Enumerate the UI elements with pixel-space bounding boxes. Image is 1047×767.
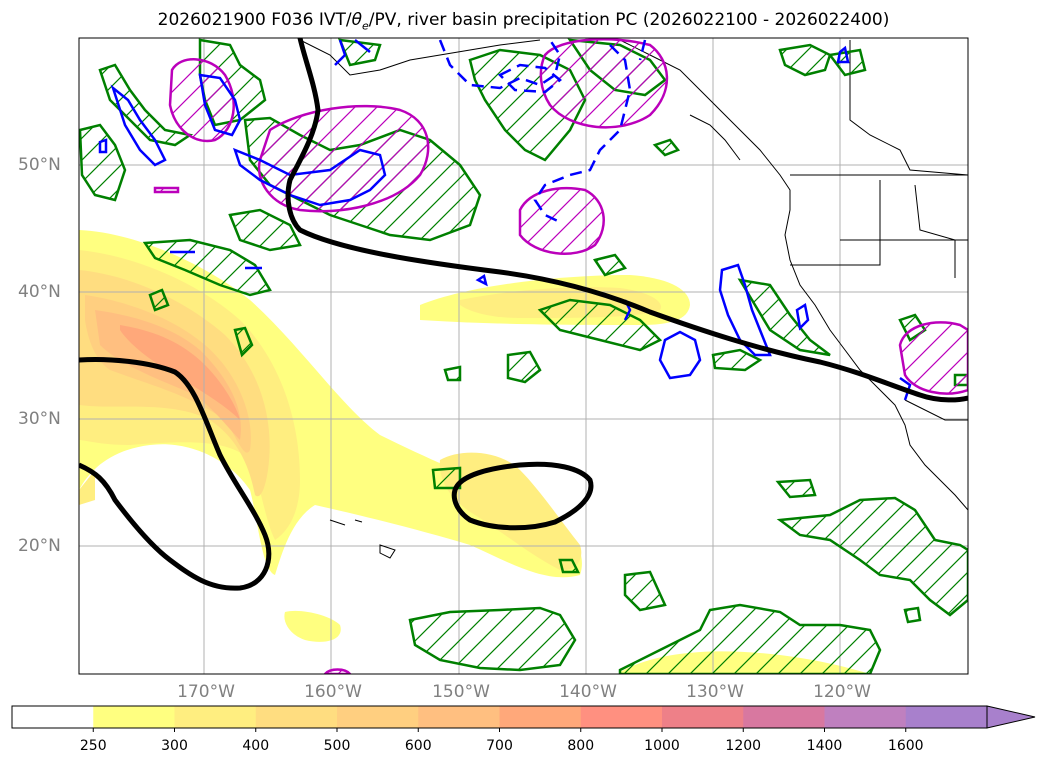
theta-e-contours <box>98 39 912 401</box>
lon-label: 120°W <box>813 682 871 702</box>
lat-label: 30°N <box>18 409 61 429</box>
colorbar-cell <box>255 706 338 728</box>
colorbar-tick-label: 300 <box>161 738 188 754</box>
pv-contours <box>79 38 968 591</box>
lon-label: 150°W <box>432 682 490 702</box>
lon-label: 170°W <box>177 682 235 702</box>
precip-magenta-contours <box>153 38 968 674</box>
map-frame <box>78 37 969 675</box>
colorbar-cell <box>662 706 744 728</box>
colorbar-tick-label: 600 <box>404 738 432 754</box>
colorbar-tick-label: 800 <box>567 738 595 754</box>
map-title: 2026021900 F036 IVT/θe/PV, river basin p… <box>157 10 890 33</box>
lat-label: 20°N <box>18 536 61 556</box>
colorbar-tick-label: 250 <box>79 738 107 754</box>
colorbar-tick-label: 1600 <box>887 738 924 754</box>
colorbar-cell <box>743 706 825 728</box>
colorbar-tick-label: 400 <box>242 738 270 754</box>
colorbar-extension <box>986 705 1036 729</box>
lat-label: 50°N <box>18 155 61 175</box>
lon-label: 130°W <box>686 682 744 702</box>
colorbar-cell <box>337 706 419 728</box>
theta-e-dashed-contours <box>438 39 647 224</box>
colorbar-cell <box>174 706 257 728</box>
colorbar-tick-label: 1200 <box>725 738 762 754</box>
colorbar-tick-label: 1400 <box>806 738 843 754</box>
lon-label: 140°W <box>559 682 617 702</box>
colorbar-cell <box>580 706 663 728</box>
colorbar-cell <box>905 706 988 728</box>
colorbar-cell <box>93 706 175 728</box>
colorbar-cell <box>418 706 500 728</box>
lon-label: 160°W <box>304 682 362 702</box>
colorbar-tick-label: 500 <box>323 738 351 754</box>
colorbar-tick-label: 1000 <box>644 738 680 754</box>
colorbar-tick-label: 700 <box>486 738 513 754</box>
colorbar-cell <box>499 706 582 728</box>
lat-label: 40°N <box>18 282 61 302</box>
colorbar-cell <box>824 706 907 728</box>
colorbar-cell <box>12 706 94 728</box>
